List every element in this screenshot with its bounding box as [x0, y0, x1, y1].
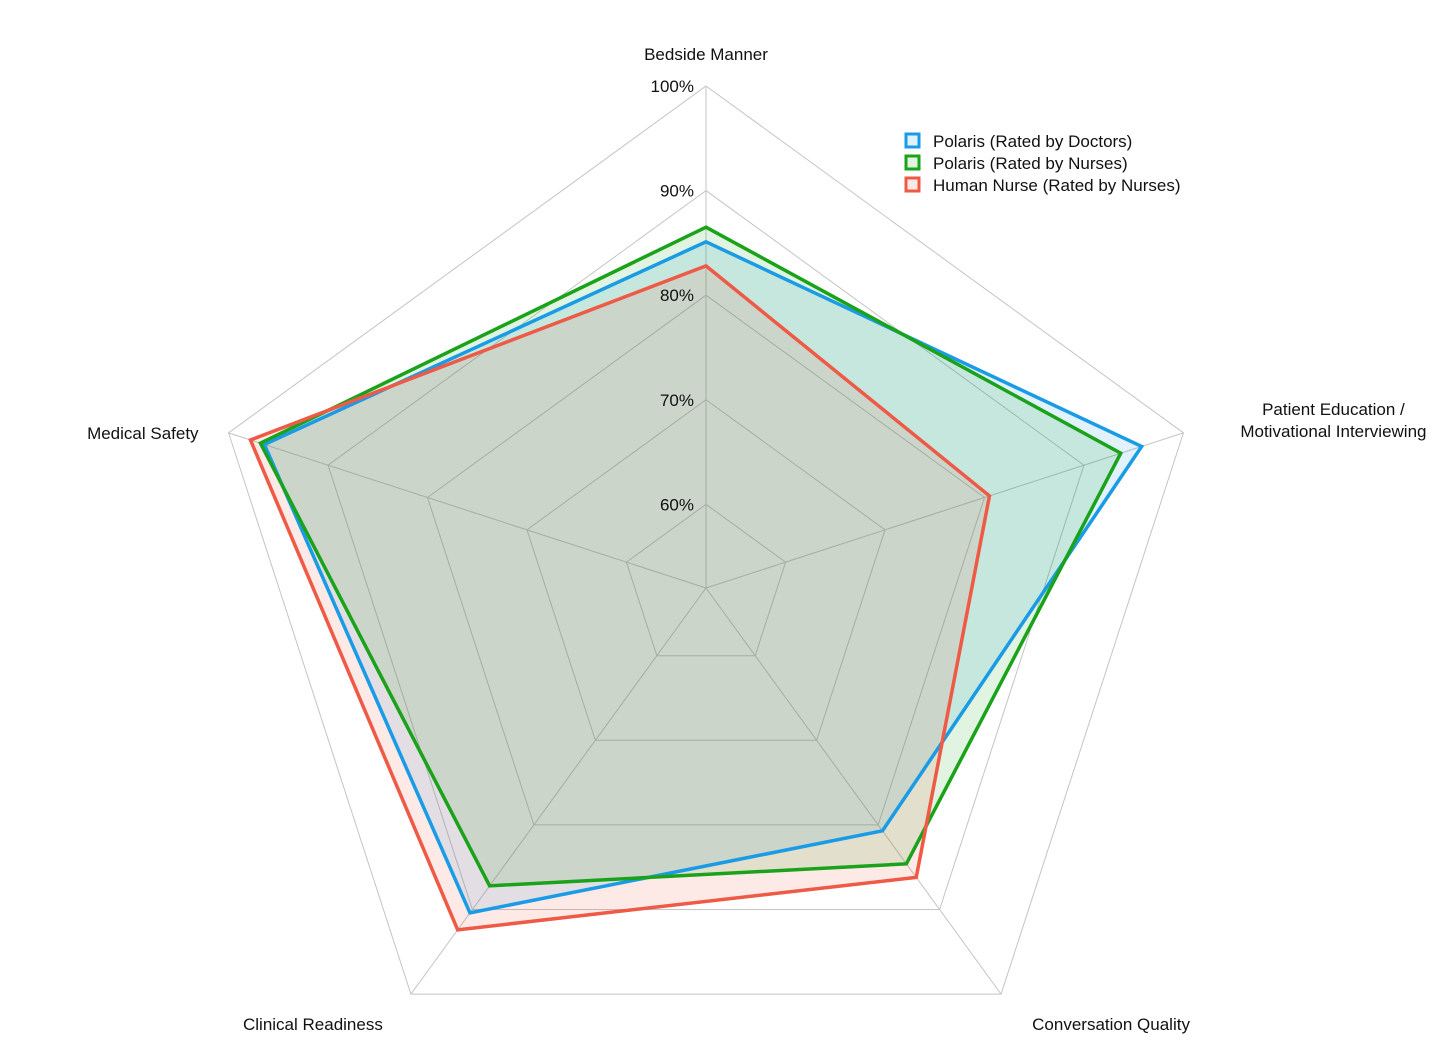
axis-label-patient-education-motivational-interviewing: Patient Education / Motivational Intervie…	[1240, 400, 1426, 441]
legend: Polaris (Rated by Doctors) Polaris (Rated…	[904, 132, 1181, 195]
grid-layer	[227, 85, 1185, 995]
legend-label-polaris-rated-by-nurses: Polaris (Rated by Nurses)	[933, 154, 1128, 173]
legend-swatch-polaris-rated-by-doctors	[904, 132, 921, 149]
axis-label-line: Medical Safety	[87, 424, 199, 443]
legend-swatch-polaris-rated-by-nurses	[904, 154, 921, 171]
series-area-polaris-rated-by-nurses	[260, 227, 1121, 886]
grid-ring-70	[526, 399, 886, 741]
axis-label-line: Bedside Manner	[644, 45, 768, 64]
series-line-polaris-rated-by-doctors	[262, 239, 1145, 915]
tick-label-100: 100%	[651, 77, 694, 96]
spoke-conversation-quality	[705, 587, 1002, 995]
axis-label-medical-safety: Medical Safety	[87, 424, 199, 443]
tick-label-80: 80%	[660, 286, 694, 305]
tick-label-70: 70%	[660, 391, 694, 410]
series-area-polaris-rated-by-doctors	[264, 241, 1142, 913]
axis-label-conversation-quality: Conversation Quality	[1032, 1015, 1190, 1034]
spoke-patient-education-motivational-interviewing	[705, 432, 1184, 589]
grid-ring-100	[227, 85, 1185, 995]
axis-label-line: Clinical Readiness	[243, 1015, 383, 1034]
grid-ring-80	[426, 294, 986, 826]
axis-label-line: Motivational Interviewing	[1240, 422, 1426, 441]
axis-label-line: Patient Education /	[1262, 400, 1405, 419]
tick-label-90: 90%	[660, 182, 694, 201]
legend-swatch-human-nurse-rated-by-nurses	[904, 176, 921, 193]
axis-label-clinical-readiness: Clinical Readiness	[243, 1015, 383, 1034]
spoke-clinical-readiness	[410, 587, 707, 995]
axis-label-line: Conversation Quality	[1032, 1015, 1190, 1034]
series-layer	[248, 225, 1145, 932]
grid-ring-90	[327, 189, 1085, 911]
grid-ring-60	[625, 503, 787, 657]
series-line-human-nurse-rated-by-nurses	[248, 263, 992, 932]
tick-labels: 60% 70% 80% 90% 100%	[651, 77, 694, 514]
axis-label-bedside-manner: Bedside Manner	[644, 45, 768, 64]
tick-label-60: 60%	[660, 495, 694, 514]
spoke-medical-safety	[228, 432, 707, 589]
axis-labels: Bedside Manner Patient Education / Motivat…	[87, 45, 1426, 1034]
legend-label-polaris-rated-by-doctors: Polaris (Rated by Doctors)	[933, 132, 1132, 151]
legend-label-human-nurse-rated-by-nurses: Human Nurse (Rated by Nurses)	[933, 176, 1181, 195]
series-area-human-nurse-rated-by-nurses	[250, 265, 990, 930]
